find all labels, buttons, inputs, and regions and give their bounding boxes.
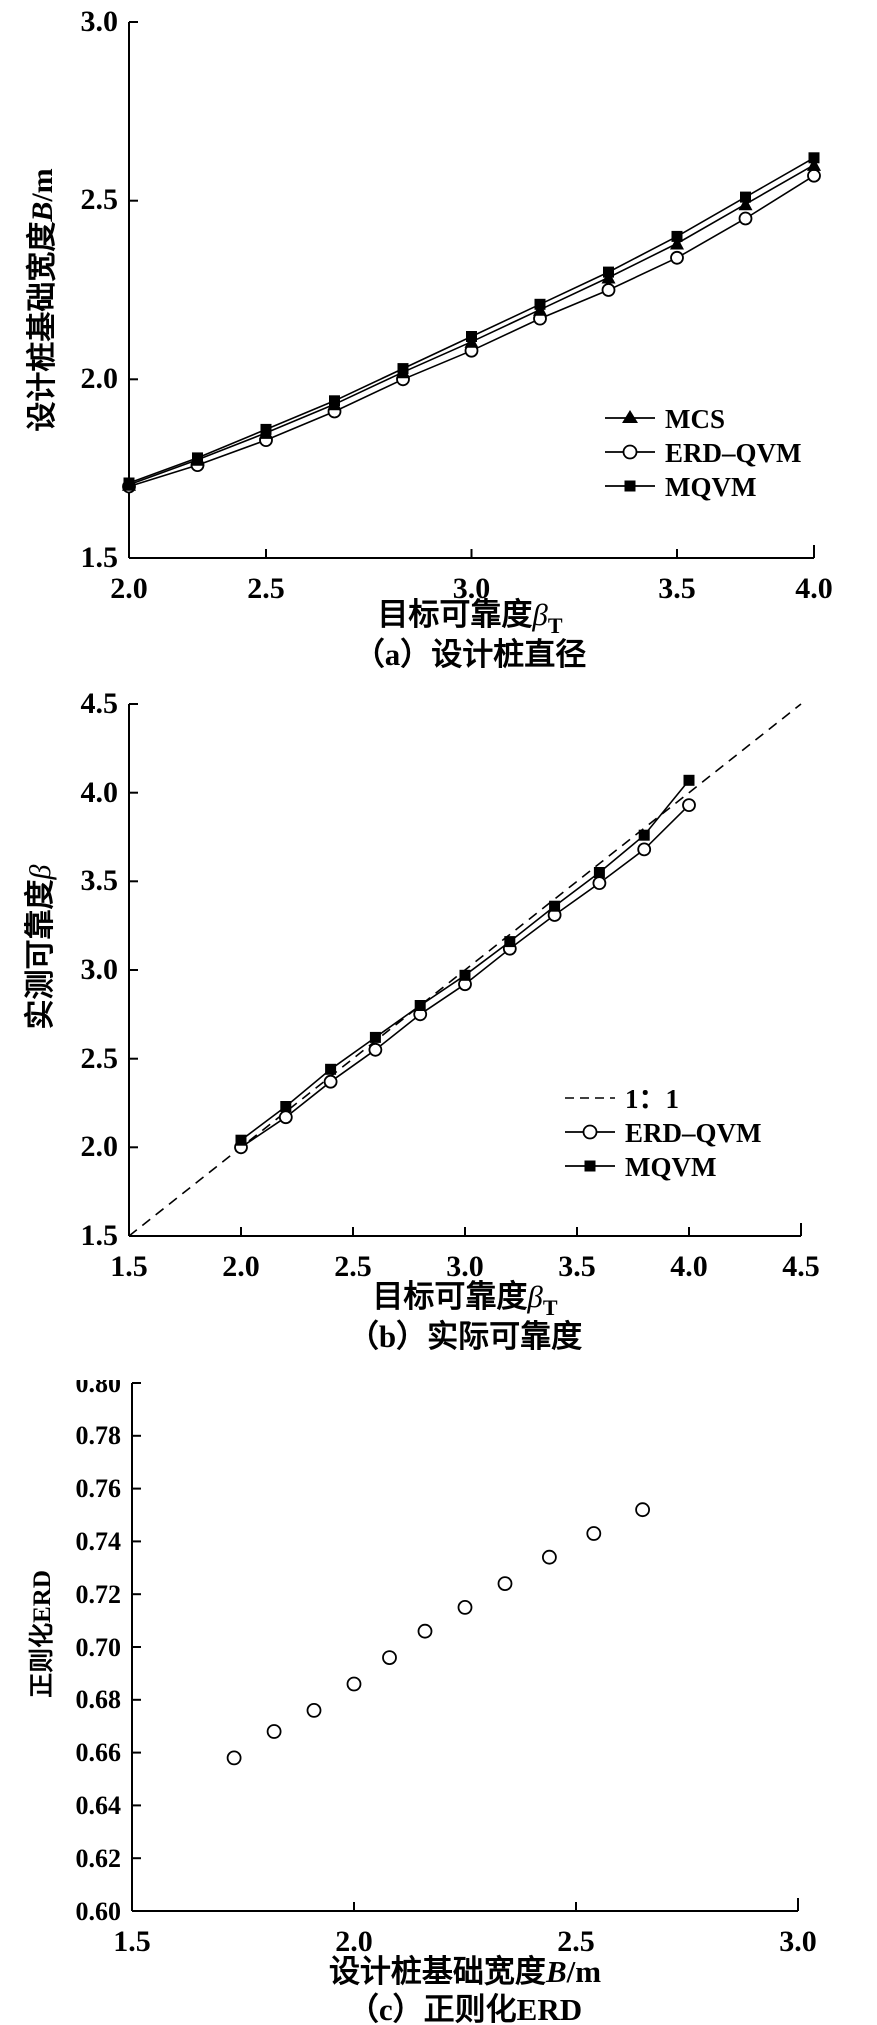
svg-text:1.5: 1.5: [81, 541, 119, 574]
svg-text:ERD–QVM: ERD–QVM: [665, 438, 802, 468]
svg-text:1.5: 1.5: [81, 1219, 119, 1252]
svg-text:（c）正则化ERD: （c）正则化ERD: [348, 1992, 582, 2025]
svg-text:4.0: 4.0: [795, 572, 833, 605]
svg-text:4.5: 4.5: [782, 1250, 820, 1283]
svg-text:1.5: 1.5: [110, 1250, 148, 1283]
svg-text:目标可靠度βT: 目标可靠度βT: [377, 597, 562, 638]
svg-text:2.0: 2.0: [222, 1250, 260, 1283]
svg-text:0.72: 0.72: [76, 1580, 122, 1609]
svg-text:4.0: 4.0: [670, 1250, 708, 1283]
svg-text:2.5: 2.5: [81, 183, 119, 216]
svg-text:实测可靠度β: 实测可靠度β: [23, 864, 57, 1029]
svg-text:1.5: 1.5: [113, 1925, 151, 1958]
svg-text:（b）实际可靠度: （b）实际可靠度: [348, 1319, 582, 1354]
svg-text:0.76: 0.76: [76, 1474, 122, 1503]
svg-text:3.5: 3.5: [558, 1250, 596, 1283]
svg-text:MQVM: MQVM: [665, 472, 756, 502]
svg-text:3.0: 3.0: [81, 953, 119, 986]
svg-text:MCS: MCS: [665, 404, 725, 434]
svg-text:0.80: 0.80: [76, 1380, 122, 1398]
svg-text:正则化ERD: 正则化ERD: [28, 1570, 56, 1698]
svg-text:2.5: 2.5: [334, 1250, 372, 1283]
svg-text:设计桩基础宽度B/m: 设计桩基础宽度B/m: [25, 168, 59, 431]
svg-text:2.0: 2.0: [110, 572, 148, 605]
svg-text:MQVM: MQVM: [625, 1152, 716, 1182]
svg-text:3.0: 3.0: [779, 1925, 817, 1958]
svg-text:4.0: 4.0: [81, 776, 119, 809]
svg-text:ERD–QVM: ERD–QVM: [625, 1118, 762, 1148]
svg-text:2.5: 2.5: [81, 1042, 119, 1075]
svg-text:（a）设计桩直径: （a）设计桩直径: [354, 637, 587, 672]
svg-text:2.0: 2.0: [81, 362, 119, 395]
svg-text:0.64: 0.64: [76, 1791, 122, 1820]
svg-text:2.0: 2.0: [81, 1130, 119, 1163]
svg-text:3.0: 3.0: [81, 5, 119, 38]
svg-text:3.5: 3.5: [658, 572, 696, 605]
svg-text:1：1: 1：1: [625, 1084, 679, 1114]
svg-text:2.5: 2.5: [247, 572, 285, 605]
svg-text:4.5: 4.5: [81, 687, 119, 720]
svg-text:3.5: 3.5: [81, 864, 119, 897]
svg-text:0.62: 0.62: [76, 1844, 122, 1873]
svg-text:设计桩基础宽度B/m: 设计桩基础宽度B/m: [329, 1954, 601, 1989]
svg-text:目标可靠度βT: 目标可靠度βT: [372, 1279, 557, 1320]
svg-text:0.70: 0.70: [76, 1633, 122, 1662]
svg-text:0.60: 0.60: [76, 1897, 122, 1926]
svg-text:0.68: 0.68: [76, 1685, 122, 1714]
svg-text:0.78: 0.78: [76, 1421, 122, 1450]
svg-text:0.74: 0.74: [76, 1527, 122, 1556]
svg-text:0.66: 0.66: [76, 1738, 122, 1767]
